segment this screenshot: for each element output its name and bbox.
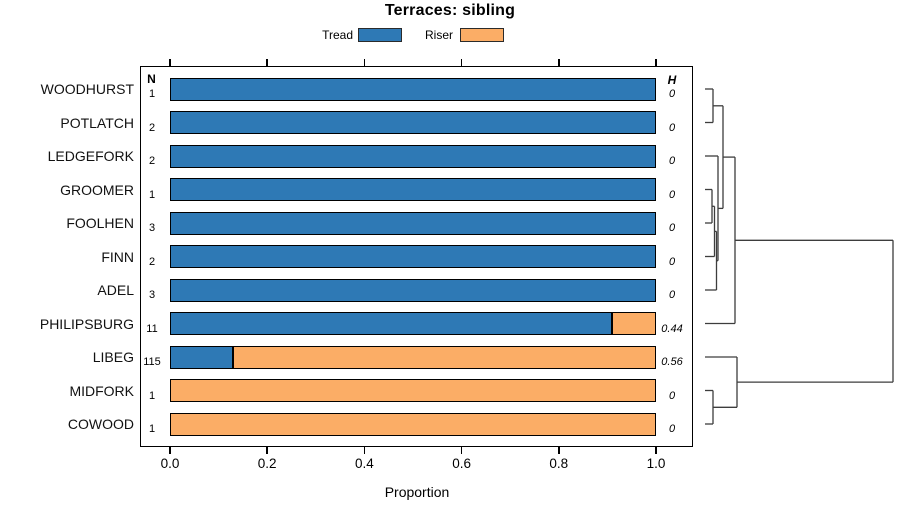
bar-segment-riser	[170, 379, 656, 402]
row-label: FOOLHEN	[66, 215, 134, 231]
h-value: 0.56	[661, 356, 683, 368]
bar-segment-tread	[170, 178, 656, 201]
n-value: 3	[148, 289, 156, 301]
axis-tick-bottom	[558, 447, 560, 454]
n-value: 11	[146, 322, 158, 335]
h-value: 0	[668, 255, 676, 268]
h-value: 0	[668, 188, 676, 201]
h-value: 0	[668, 389, 676, 402]
bar-segment-riser	[233, 345, 656, 369]
bar-segment-tread	[170, 77, 656, 101]
n-value: 2	[148, 155, 156, 167]
h-value: 0	[668, 222, 676, 234]
bar-segment-riser	[170, 412, 656, 436]
n-value: 3	[148, 222, 156, 234]
row-label: FINN	[101, 248, 134, 265]
bar-segment-tread	[170, 144, 656, 168]
axis-tick-top	[266, 59, 268, 66]
axis-tick-top	[558, 59, 560, 66]
h-value: 0	[668, 121, 676, 134]
axis-tick-label: 0.6	[452, 456, 471, 471]
axis-tick-label: 0.0	[160, 456, 180, 471]
legend-swatch-tread	[358, 28, 402, 42]
n-value: 2	[148, 121, 156, 134]
n-value: 1	[148, 389, 156, 402]
h-value: 0	[668, 155, 676, 167]
legend-label-tread: Tread	[322, 28, 353, 42]
h-column-header: H	[667, 73, 677, 87]
bar-segment-riser	[612, 312, 656, 335]
row-label: MIDFORK	[69, 382, 134, 399]
n-value: 1	[148, 188, 156, 201]
axis-tick-label: 0.8	[549, 456, 569, 471]
n-column-header: N	[147, 72, 156, 86]
h-value: 0	[668, 88, 676, 100]
legend-label-riser: Riser	[424, 28, 453, 42]
bar-segment-tread	[170, 312, 612, 335]
row-label: COWOOD	[67, 416, 134, 432]
row-label: GROOMER	[60, 181, 134, 198]
n-value: 2	[148, 255, 156, 268]
n-value: 115	[143, 356, 161, 368]
row-label: LIBEG	[92, 349, 134, 365]
bar-segment-tread	[170, 211, 656, 235]
row-label: POTLATCH	[60, 114, 134, 131]
row-label: LEDGEFORK	[47, 148, 134, 164]
axis-tick-bottom	[169, 447, 171, 454]
bar-segment-tread	[170, 345, 233, 369]
axis-tick-bottom	[655, 447, 657, 454]
x-axis-label: Proportion	[384, 484, 450, 500]
legend-swatch-riser	[460, 28, 504, 42]
axis-tick-top	[655, 59, 657, 66]
axis-tick-top	[169, 59, 171, 66]
axis-tick-bottom	[363, 447, 366, 454]
chart-title: Terraces: sibling	[384, 2, 516, 19]
n-value: 1	[148, 423, 156, 435]
row-label: ADEL	[97, 282, 134, 298]
row-label: PHILIPSBURG	[39, 315, 134, 332]
n-value: 1	[148, 88, 156, 100]
bar-segment-tread	[170, 111, 656, 134]
axis-tick-top	[460, 59, 463, 66]
h-value: 0	[668, 423, 676, 435]
axis-tick-bottom	[266, 447, 268, 454]
axis-tick-label: 1.0	[646, 456, 666, 471]
h-value: 0	[668, 289, 676, 301]
axis-tick-top	[363, 59, 366, 66]
axis-tick-bottom	[460, 447, 463, 454]
bar-segment-tread	[170, 278, 656, 302]
axis-tick-label: 0.4	[355, 456, 374, 471]
bar-segment-tread	[170, 245, 656, 268]
row-label: WOODHURST	[40, 81, 134, 97]
axis-tick-label: 0.2	[257, 456, 277, 471]
h-value: 0.44	[661, 322, 683, 335]
